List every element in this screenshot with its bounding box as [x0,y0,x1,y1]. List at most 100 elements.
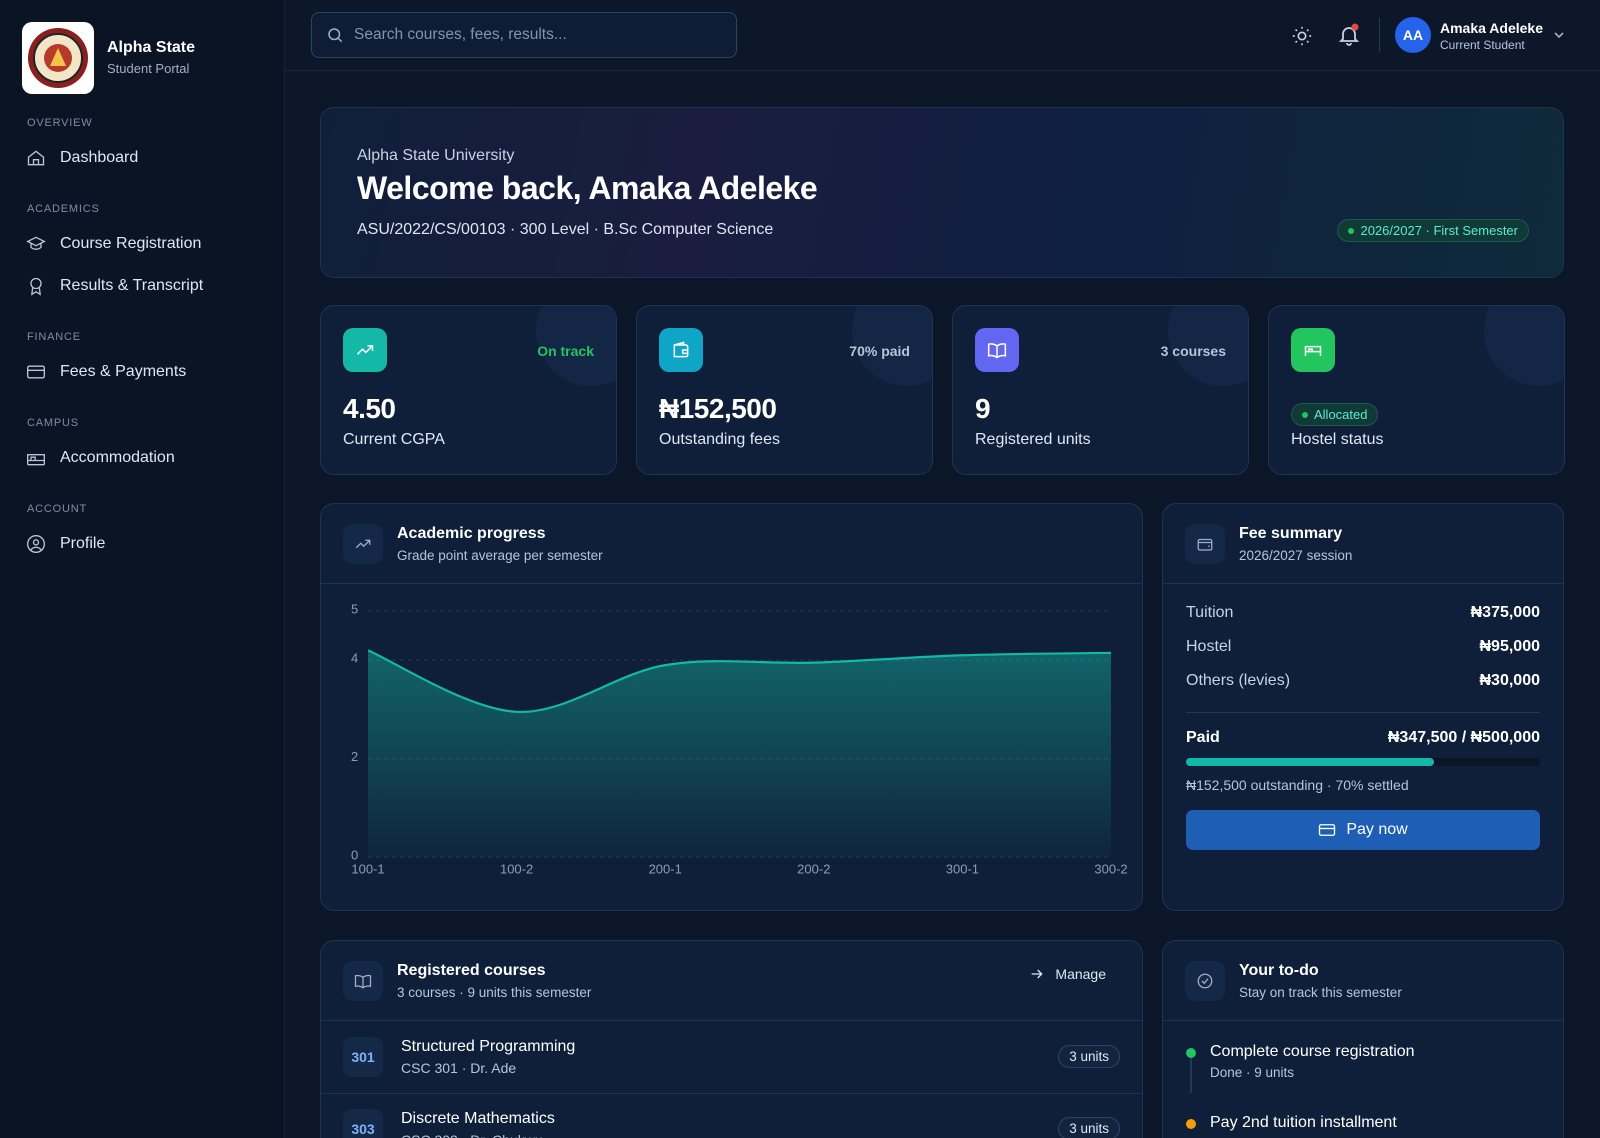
paid-amount: ₦347,500 / ₦500,000 [1387,729,1540,746]
nav-item[interactable]: Dashboard [26,148,138,168]
search-icon [328,28,343,43]
graphic [355,539,371,549]
fee-title: Fee summary [1239,525,1343,542]
todo-title: Your to-do [1239,962,1319,979]
stat-label: Outstanding fees [659,431,780,448]
student-details: ASU/2022/CS/00103 · 300 Level · B.Sc Com… [357,221,774,238]
nav-label: Accommodation [60,449,175,466]
icon-path [30,546,42,551]
progress-track [1186,758,1540,766]
nav-item[interactable]: Accommodation [26,448,175,468]
graphic [27,365,45,379]
stat-badge: 3 courses [1160,343,1226,359]
sidebar: Alpha State Student Portal OVERVIEW Dash… [0,0,285,1138]
graphic [27,535,45,553]
divider [1163,1020,1563,1021]
icon-path [27,454,45,466]
nav-label: Results & Transcript [60,277,204,294]
todo-card: Your to-do Stay on track this semester C… [1162,940,1564,1138]
stat-card: 3 courses 9 Registered units [952,305,1249,475]
chart: 0 2 4 5 100-1 100-2 200-1 200-2 300-1 300-2 [351,601,1128,876]
icon-path [31,287,41,296]
nav-item[interactable]: Results & Transcript [26,276,203,296]
graphic [1297,31,1307,41]
session-text: 2026/2027 · First Semester [1360,223,1518,238]
nav-label: Dashboard [60,149,139,166]
x-tick-label: 200-1 [649,861,682,876]
graphic [27,535,45,553]
chart-title: Academic progress [397,525,546,542]
status-pill: Allocated [1291,403,1379,426]
courses-card: Registered courses 3 courses · 9 units t… [320,940,1143,1138]
decor-circle [1484,306,1564,386]
divider [321,1020,1142,1021]
stat-icon [343,328,387,372]
x-tick-label: 200-2 [797,861,830,876]
chart-card: Academic progress Grade point average pe… [320,503,1143,911]
icon-path [356,345,374,355]
stat-value: 4.50 [343,393,396,424]
icon-path [355,539,371,549]
stat-label: Current CGPA [343,431,445,448]
timeline [1190,1053,1192,1093]
icon-path [26,236,46,250]
line [367,649,1112,713]
fee-label: Hostel [1186,638,1232,655]
section-heading: OVERVIEW [27,117,93,129]
icon-path [27,150,45,166]
stat-label: Hostel status [1291,431,1384,448]
manage-link[interactable]: Manage [1029,966,1106,982]
nav-item[interactable]: Fees & Payments [26,362,186,382]
icon-path [1338,27,1360,46]
user-menu-caret[interactable] [1553,29,1565,41]
pay-button[interactable]: Pay now [1186,810,1540,850]
stat-icon [975,328,1019,372]
dot [1348,227,1355,234]
stat-card: On track 4.50 Current CGPA [320,305,617,475]
course-code: 303 [343,1109,383,1138]
icon-path [1292,26,1312,46]
y-tick-label: 2 [351,749,358,764]
avatar[interactable]: AA [1395,17,1431,53]
stat-label: Registered units [975,431,1091,448]
x-tick-label: 100-1 [351,861,384,876]
icon [987,343,1007,359]
fee-icon [1185,524,1225,564]
x-tick-label: 300-1 [946,861,979,876]
stat-card: Allocated Hostel status [1268,305,1565,475]
pay-label: Pay now [1346,821,1408,838]
notifications[interactable] [1337,23,1361,47]
chart-subtitle: Grade point average per semester [397,548,603,563]
graphic [1197,538,1213,551]
session-badge: 2026/2027 · First Semester [1337,219,1529,242]
graphic [354,974,372,989]
fee-amount: ₦30,000 [1479,672,1541,689]
course-meta: CSC 301 · Dr. Ade [401,1060,517,1076]
fee-card: Fee summary 2026/2027 session Tuition ₦37… [1162,503,1564,911]
stat-icon [659,328,703,372]
fee-subtitle: 2026/2027 session [1239,548,1353,563]
welcome-card: Alpha State University Welcome back, Ama… [320,107,1564,278]
graphic [1351,23,1359,31]
graphic [328,28,341,41]
graphic [1197,538,1213,551]
nav-item[interactable]: Profile [26,534,105,554]
search-box[interactable]: Search courses, fees, results... [311,12,737,58]
icon-path [1304,345,1322,356]
theme-toggle[interactable] [1291,25,1313,47]
section-heading: ACCOUNT [27,503,87,515]
icon-path [1198,541,1212,547]
y-tick-label: 5 [351,601,358,616]
search-placeholder: Search courses, fees, results... [354,26,567,43]
icon-path [354,974,372,989]
graphic [26,236,46,250]
fee-amount: ₦375,000 [1470,604,1540,621]
courses-subtitle: 3 courses · 9 units this semester [397,985,592,1000]
paid-label: Paid [1186,729,1220,746]
icon-path [673,341,689,358]
divider [1163,583,1563,584]
nav-item[interactable]: Course Registration [26,234,201,254]
divider [1379,18,1380,52]
graphic [1197,973,1213,989]
